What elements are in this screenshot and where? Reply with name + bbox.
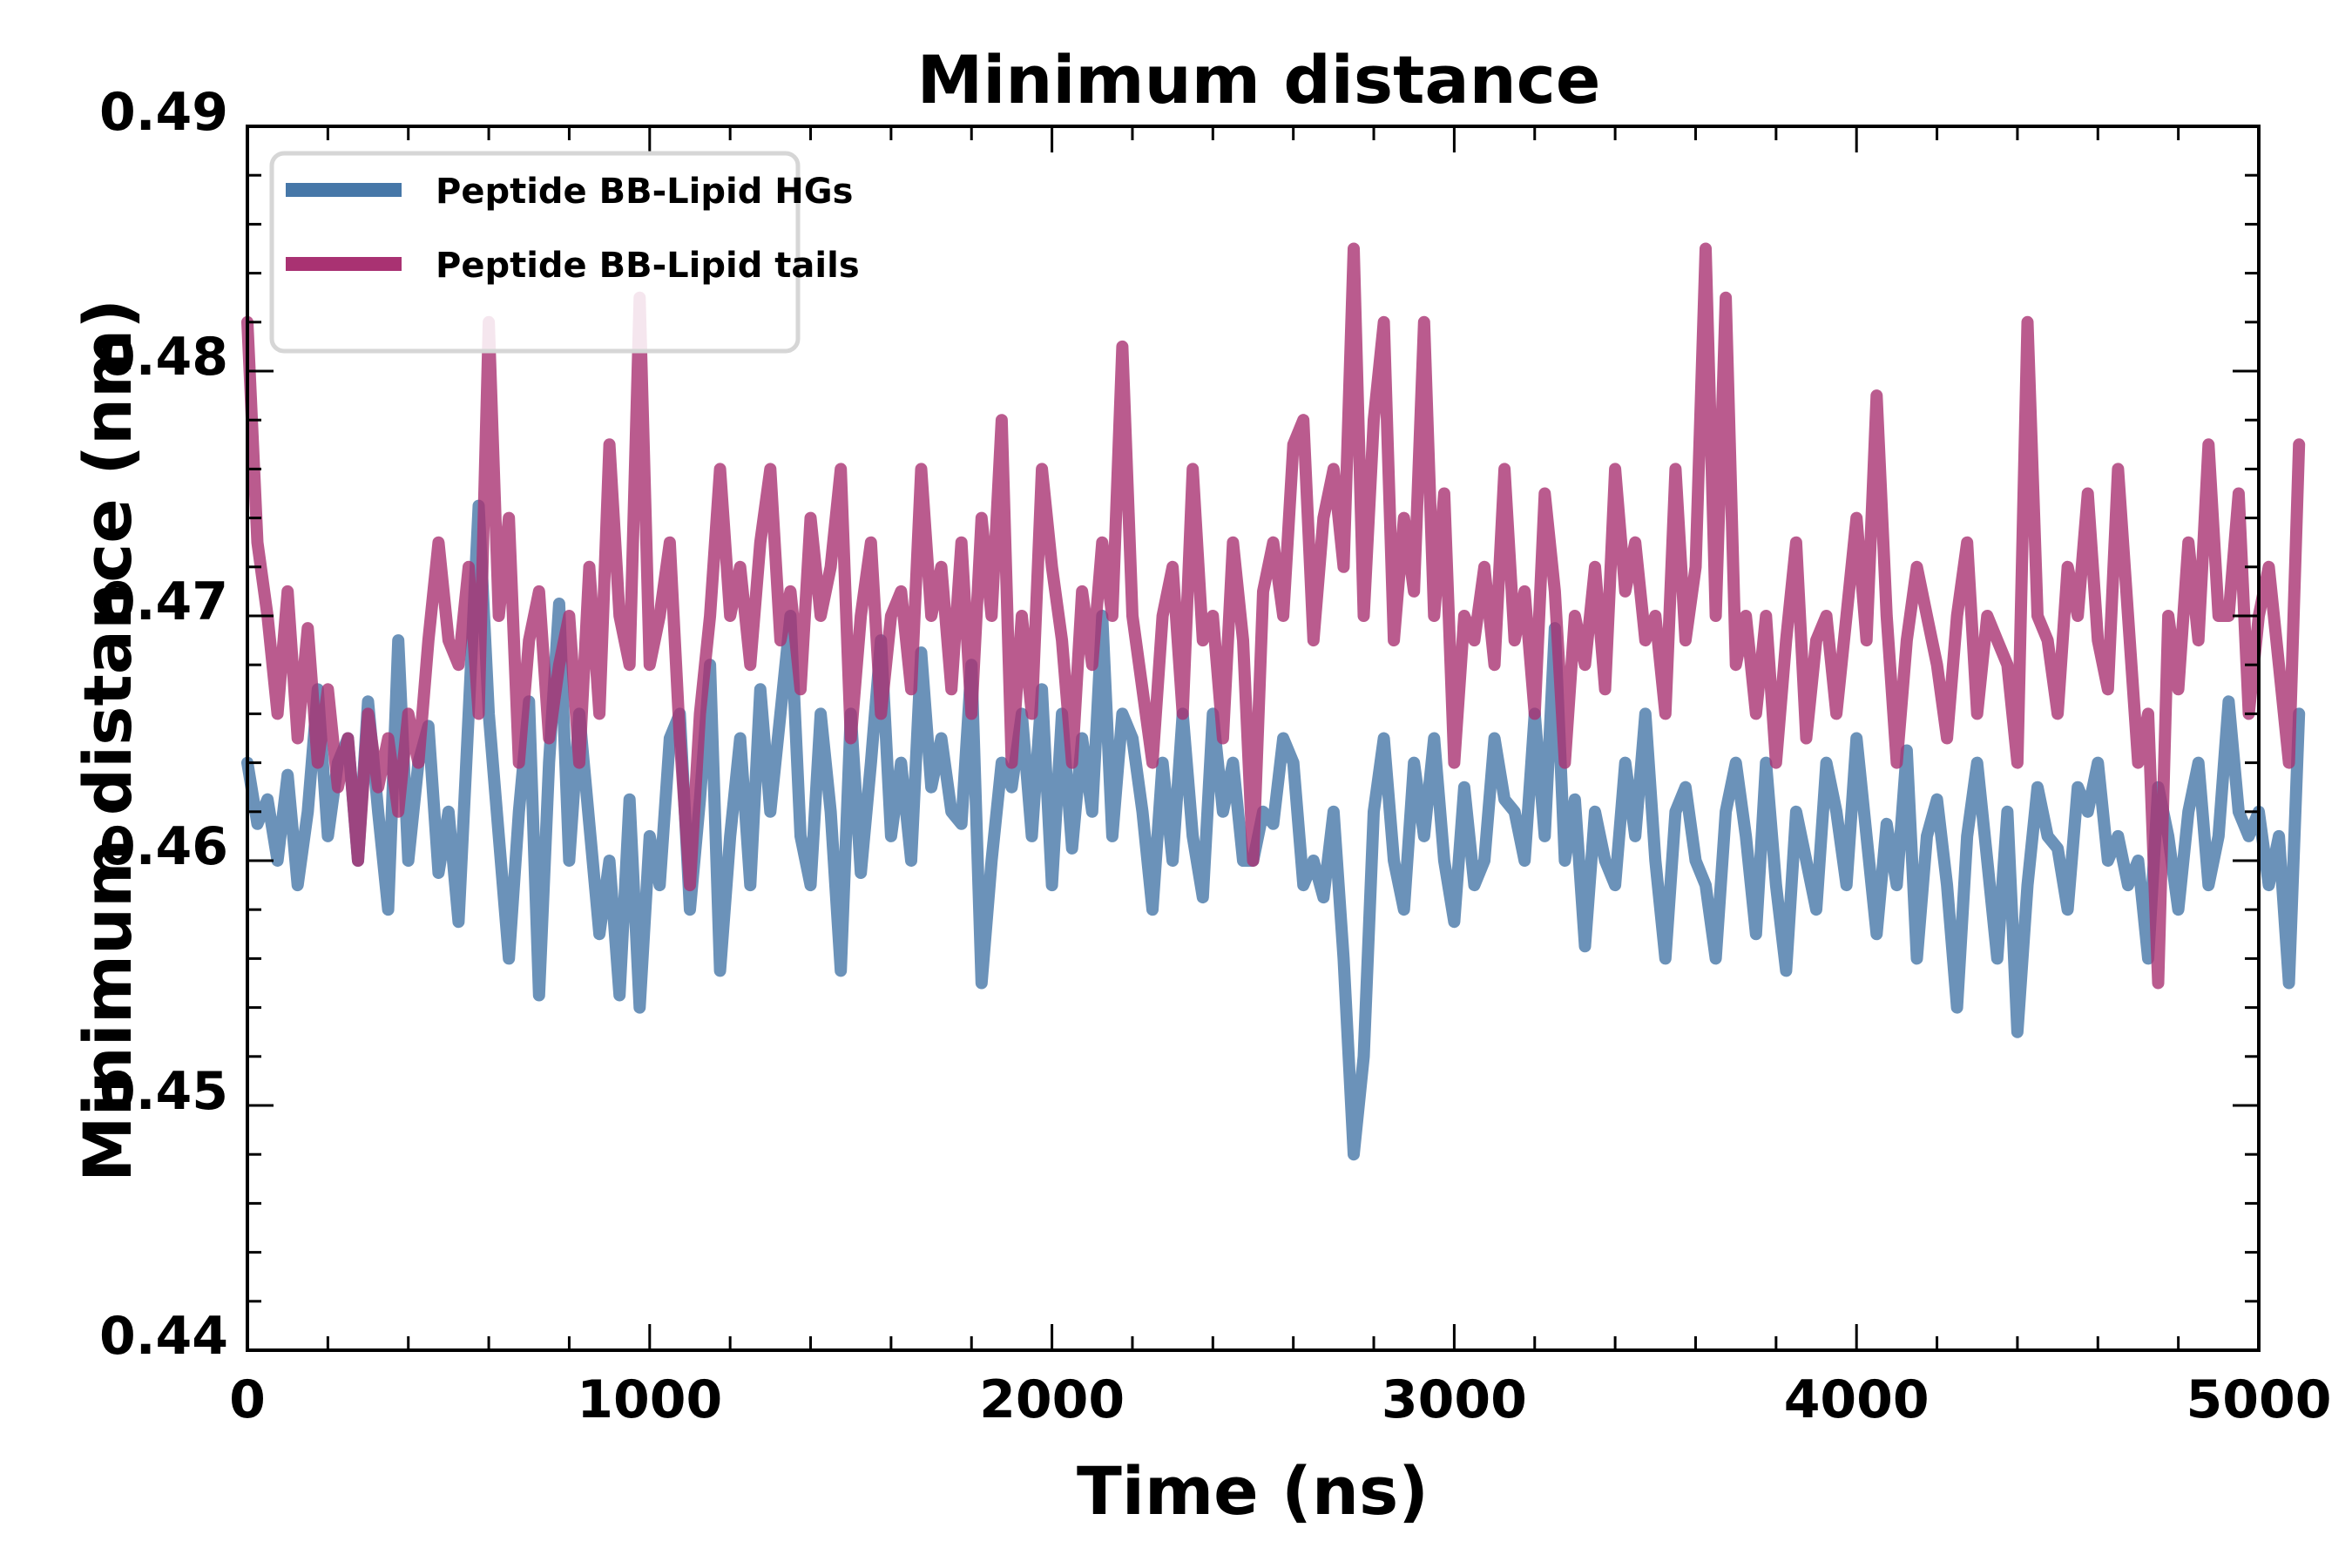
series-layer (241, 242, 2306, 1161)
series-line-hgs (241, 499, 2306, 1161)
y-tick-label: 0.45 (99, 1061, 228, 1122)
x-tick-label: 2000 (979, 1369, 1125, 1430)
chart-title: Minimum distance (917, 41, 1601, 118)
x-tick-label: 1000 (577, 1369, 722, 1430)
plot-frame (246, 125, 2261, 1352)
x-tick-label: 0 (229, 1369, 266, 1430)
tick-labels: 0 1000 2000 3000 4000 5000 0.44 0.45 0.46 0.47 0.4… (99, 82, 2332, 1430)
x-tick-label: 4000 (1784, 1369, 1930, 1430)
x-axis-label: Time (ns) (1077, 1452, 1429, 1530)
x-tick-label: 5000 (2186, 1369, 2332, 1430)
y-axis-label: Minimum distance (nm) (69, 299, 146, 1182)
series-line-tails (241, 242, 2306, 990)
y-tick-label: 0.48 (99, 327, 228, 388)
legend: Peptide BB-Lipid HGs Peptide BB-Lipid ta… (269, 151, 860, 354)
x-tick-label: 3000 (1382, 1369, 1527, 1430)
y-tick-label: 0.46 (99, 816, 228, 877)
y-tick-label: 0.47 (99, 571, 228, 632)
y-tick-label: 0.44 (99, 1306, 228, 1367)
legend-label-tails: Peptide BB-Lipid tails (436, 246, 860, 286)
y-tick-label: 0.49 (99, 82, 228, 143)
legend-frame (269, 151, 801, 354)
legend-label-hgs: Peptide BB-Lipid HGs (436, 172, 853, 212)
